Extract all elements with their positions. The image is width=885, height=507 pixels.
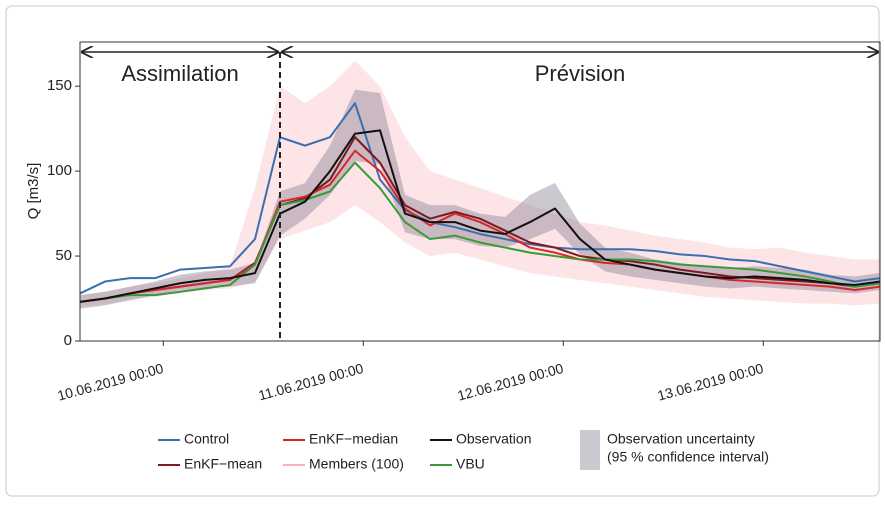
plot-frame <box>79 41 881 342</box>
series-line <box>79 149 881 303</box>
legend-label: EnKF−mean <box>184 456 262 472</box>
y-tick-label: 50 <box>55 247 72 264</box>
y-tick-label: 100 <box>47 162 72 179</box>
legend-label: EnKF−median <box>309 431 398 447</box>
annotation: Assimilation <box>121 61 238 86</box>
legend-label: Observation uncertainty <box>607 431 755 447</box>
series-line <box>79 161 881 303</box>
legend-swatch <box>580 430 600 470</box>
y-tick-label: 150 <box>47 77 72 94</box>
legend-label: Observation <box>456 431 531 447</box>
series-line <box>79 102 881 295</box>
series-line <box>79 129 881 303</box>
legend-label: Control <box>184 431 229 447</box>
legend-label: VBU <box>456 456 485 472</box>
annotation: Prévision <box>535 61 625 86</box>
y-tick-label: 0 <box>64 332 72 349</box>
legend-label: Members (100) <box>309 456 404 472</box>
legend-label: (95 % confidence interval) <box>607 449 769 465</box>
y-axis-label: Q [m3/s] <box>25 163 42 220</box>
frame <box>5 5 880 497</box>
